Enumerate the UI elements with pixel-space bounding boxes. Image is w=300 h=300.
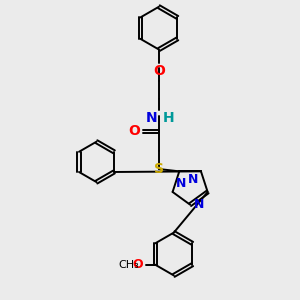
Text: S: S — [154, 162, 164, 176]
Text: N: N — [146, 111, 158, 125]
Text: O: O — [153, 64, 165, 77]
Text: O: O — [128, 124, 140, 138]
Text: CH₃: CH₃ — [118, 260, 139, 270]
Text: N: N — [176, 177, 187, 190]
Text: O: O — [132, 258, 143, 271]
Text: N: N — [188, 173, 199, 186]
Text: H: H — [163, 111, 174, 125]
Text: N: N — [194, 198, 204, 211]
